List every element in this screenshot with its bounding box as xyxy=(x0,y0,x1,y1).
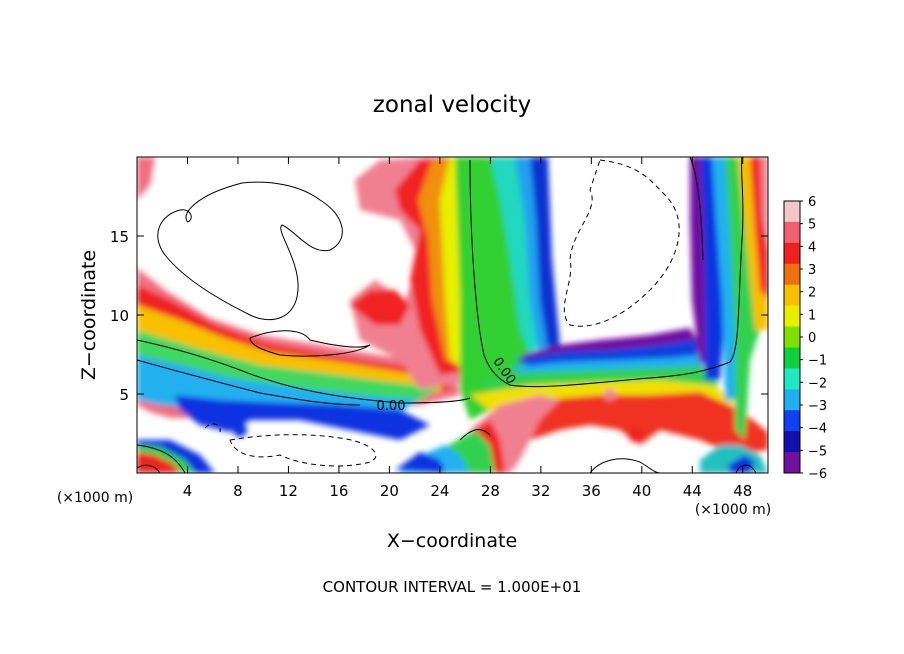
y-axis-ticks: 5 10 15 xyxy=(110,228,768,404)
colorbar-swatch xyxy=(784,284,800,307)
x-tick-label: 36 xyxy=(582,482,601,500)
y-tick-label: 5 xyxy=(119,386,129,404)
footer-contour-interval: CONTOUR INTERVAL = 1.000E+01 xyxy=(323,578,582,596)
x-unit-right: (×1000 m) xyxy=(695,502,771,518)
colorbar-swatch xyxy=(784,305,800,328)
x-tick-label: 4 xyxy=(183,482,193,500)
x-tick-label: 24 xyxy=(430,482,449,500)
y-tick-label: 15 xyxy=(110,228,129,246)
colorbar-tick-label: −5 xyxy=(808,444,827,459)
contour-lines xyxy=(137,157,757,473)
x-tick-label: 16 xyxy=(329,482,348,500)
colorbar-tick-label: 3 xyxy=(808,263,816,278)
colorbar-tick-label: 6 xyxy=(808,195,816,210)
color-fill xyxy=(137,157,768,473)
colorbar-swatch xyxy=(784,452,800,474)
x-axis-label: X−coordinate xyxy=(387,530,517,552)
x-tick-label: 44 xyxy=(683,482,702,500)
colorbar-tick-label: −2 xyxy=(808,376,827,391)
colorbar-swatch xyxy=(784,410,800,432)
x-tick-label: 48 xyxy=(733,482,752,500)
contour-lines-dashed xyxy=(204,159,680,467)
x-tick-label: 20 xyxy=(380,482,399,500)
colorbar-tick-label: 0 xyxy=(808,331,816,346)
colorbar-swatch xyxy=(784,347,800,369)
colorbar-swatch xyxy=(784,242,800,265)
chart-title: zonal velocity xyxy=(373,92,531,118)
x-tick-label: 8 xyxy=(233,482,243,500)
colorbar-swatch xyxy=(784,326,800,348)
y-axis-label: Z−coordinate xyxy=(78,250,100,380)
colorbar-tick-label: −4 xyxy=(808,422,827,437)
x-tick-label: 28 xyxy=(481,482,500,500)
colorbar-tick-label: 2 xyxy=(808,286,816,301)
colorbar-swatch xyxy=(784,431,800,453)
contour-label: 0.00 xyxy=(377,399,406,414)
y-tick-label: 10 xyxy=(110,307,129,325)
colorbar-tick-label: −3 xyxy=(808,399,827,414)
colorbar-swatch xyxy=(784,201,800,223)
colorbar-tick-label: −6 xyxy=(808,467,827,482)
x-tick-label: 40 xyxy=(632,482,651,500)
colorbar-swatch xyxy=(784,368,800,390)
colorbar: 6 5 4 3 2 1 0 −1 −2 −3 −4 −5 −6 xyxy=(783,195,827,482)
colorbar-tick-label: 1 xyxy=(808,308,816,323)
colorbar-tick-label: 5 xyxy=(808,218,816,233)
colorbar-tick-label: 4 xyxy=(808,240,816,255)
x-axis-ticks: 4 8 12 16 20 24 28 32 36 40 44 48 xyxy=(183,157,752,500)
colorbar-swatch xyxy=(784,221,800,244)
x-tick-label: 12 xyxy=(279,482,298,500)
x-tick-label: 32 xyxy=(531,482,550,500)
colorbar-tick-label: −1 xyxy=(808,354,827,369)
colorbar-swatch xyxy=(784,263,800,286)
plot-area: 0.00 0.00 xyxy=(137,157,768,473)
x-unit-left: (×1000 m) xyxy=(57,490,133,506)
colorbar-swatch xyxy=(784,389,800,411)
